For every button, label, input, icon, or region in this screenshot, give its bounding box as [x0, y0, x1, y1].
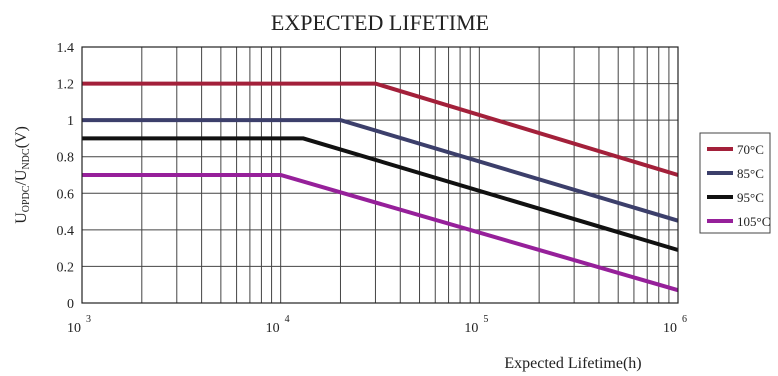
legend-entry: 70°C — [737, 142, 764, 157]
series-line — [82, 136, 679, 252]
y-tick-label: 1 — [67, 114, 74, 129]
x-tick-exponent: 4 — [285, 314, 290, 325]
series-line — [82, 81, 679, 177]
x-tick-label: 10 — [663, 321, 677, 336]
y-tick-label: 0.4 — [57, 224, 75, 239]
x-tick-label: 10 — [67, 321, 81, 336]
x-tick-label: 10 — [464, 321, 478, 336]
x-tick-exponent: 5 — [483, 314, 488, 325]
x-tick-label: 10 — [266, 321, 280, 336]
series-line — [82, 118, 679, 223]
x-axis-label: Expected Lifetime(h) — [504, 355, 641, 372]
y-tick-label: 0.2 — [57, 260, 75, 275]
y-tick-label: 0.8 — [57, 151, 75, 166]
legend-entry: 105°C — [737, 214, 770, 229]
y-tick-label: 0.6 — [57, 187, 75, 202]
x-tick-exponent: 6 — [682, 314, 687, 325]
y-tick-label: 1.2 — [57, 78, 75, 93]
legend-entry: 95°C — [737, 190, 764, 205]
y-tick-label: 0 — [67, 297, 74, 312]
chart-title: EXPECTED LIFETIME — [271, 10, 489, 35]
series-line — [82, 173, 679, 293]
y-axis-label: UOPDC/UNDC(V) — [13, 126, 32, 224]
legend: 70°C 85°C 95°C 105°C — [699, 132, 771, 234]
series-lines — [82, 81, 679, 293]
plot-frame — [81, 46, 679, 304]
tick-labels: 0 0.2 0.4 0.6 0.8 1 1.2 1.4 10 3 10 4 10 5 10 6 — [57, 41, 688, 336]
legend-entry: 85°C — [737, 166, 764, 181]
y-tick-label: 1.4 — [57, 41, 75, 56]
x-tick-exponent: 3 — [86, 314, 91, 325]
